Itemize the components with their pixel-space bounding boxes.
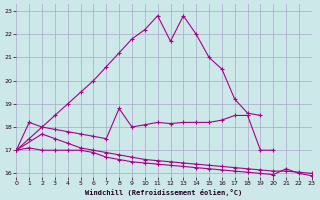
X-axis label: Windchill (Refroidissement éolien,°C): Windchill (Refroidissement éolien,°C) (85, 189, 243, 196)
